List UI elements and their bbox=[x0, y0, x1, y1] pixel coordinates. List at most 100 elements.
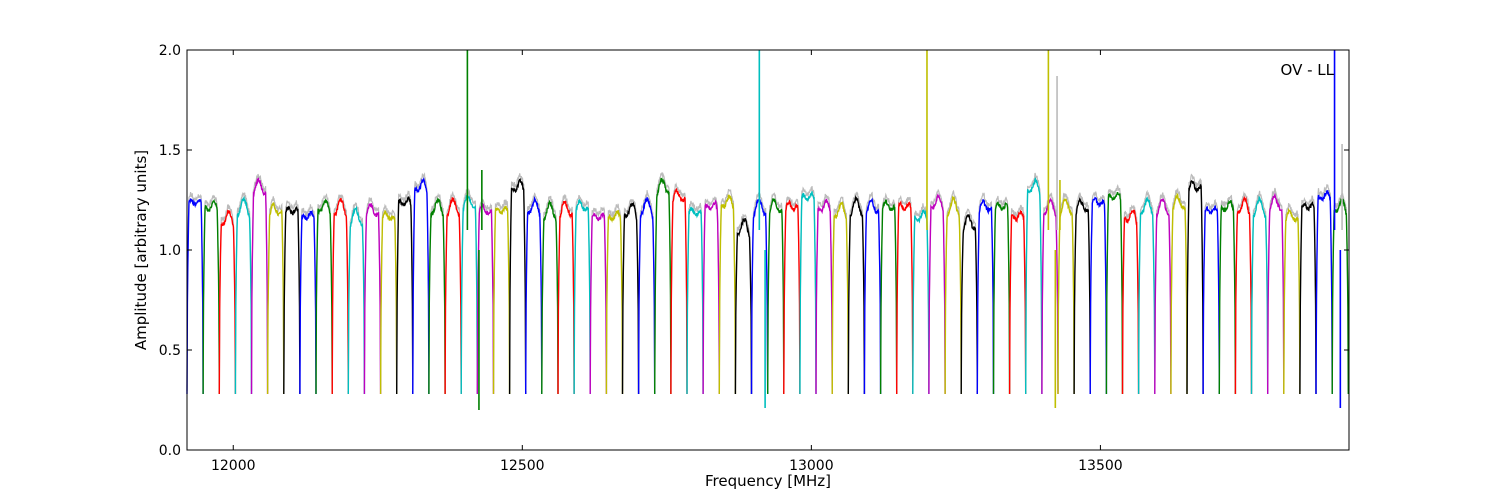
series-line-channel-12 bbox=[363, 203, 382, 395]
reference-trace-channel-41 bbox=[831, 196, 849, 392]
series-line-channel-70 bbox=[1299, 201, 1317, 395]
series-line-channel-61 bbox=[1154, 198, 1172, 395]
series-line-channel-20 bbox=[492, 205, 511, 395]
y-tick-label-0.5: 0.5 bbox=[159, 343, 181, 359]
series-line-channel-17 bbox=[444, 197, 462, 395]
y-axis: 0.0 0.5 1.0 1.5 2.0 bbox=[159, 43, 1349, 459]
series-line-channel-33 bbox=[702, 199, 720, 395]
reference-trace-channel-71 bbox=[1315, 184, 1333, 392]
series-line-channel-56 bbox=[1073, 197, 1091, 395]
x-tick-label-13000: 13000 bbox=[789, 458, 834, 474]
reference-trace-channel-70 bbox=[1299, 195, 1317, 392]
reference-trace-channel-11 bbox=[347, 202, 365, 392]
series-line-channel-27 bbox=[605, 209, 624, 395]
series-line-channel-22 bbox=[525, 195, 543, 395]
reference-trace-channel-38 bbox=[783, 196, 801, 392]
reference-trace-channel-1 bbox=[186, 192, 204, 392]
series-line-channel-37 bbox=[767, 198, 785, 395]
reference-trace-channel-22 bbox=[525, 192, 543, 392]
series-line-channel-16 bbox=[428, 196, 446, 395]
series-line-channel-44 bbox=[879, 199, 898, 395]
reference-trace-channel-51 bbox=[992, 195, 1011, 392]
series-line-channel-64 bbox=[1202, 205, 1220, 395]
series-line-channel-63 bbox=[1186, 180, 1204, 395]
reference-trace-channel-7 bbox=[283, 200, 301, 392]
reference-trace-channel-39 bbox=[799, 186, 817, 392]
reference-trace-channel-32 bbox=[686, 200, 704, 392]
reference-trace-channel-58 bbox=[1105, 183, 1124, 392]
reference-trace-channel-26 bbox=[589, 206, 607, 392]
series-line-channel-1 bbox=[186, 198, 204, 395]
series-line-channel-38 bbox=[783, 199, 801, 395]
series-line-channel-69 bbox=[1283, 207, 1301, 395]
reference-trace-channel-34 bbox=[718, 188, 736, 392]
series-line-channel-3 bbox=[218, 209, 237, 395]
series-line-channel-67 bbox=[1250, 195, 1269, 395]
series-line-channel-54 bbox=[1041, 197, 1059, 395]
series-line-channel-31 bbox=[670, 187, 688, 395]
reference-trace-channel-42 bbox=[847, 191, 865, 392]
x-tick-label-13500: 13500 bbox=[1078, 458, 1123, 474]
reference-trace-channel-3 bbox=[218, 203, 236, 392]
reference-trace-channel-2 bbox=[202, 194, 220, 392]
reference-trace-channel-68 bbox=[1267, 187, 1285, 392]
series-line-channel-47 bbox=[928, 192, 946, 395]
series-line-channel-25 bbox=[573, 199, 591, 395]
reference-trace-channel-17 bbox=[444, 190, 462, 392]
reference-trace-channel-10 bbox=[331, 194, 349, 392]
series-line-channel-57 bbox=[1089, 196, 1108, 395]
series-line-channel-14 bbox=[396, 196, 414, 395]
series-line-channel-28 bbox=[621, 201, 640, 395]
series-line-channel-2 bbox=[202, 199, 220, 395]
series-line-channel-34 bbox=[718, 194, 737, 395]
reference-trace-channel-52 bbox=[1009, 204, 1027, 392]
series-line-channel-40 bbox=[815, 198, 833, 395]
reference-trace-channel-47 bbox=[928, 188, 946, 392]
reference-trace-channel-25 bbox=[573, 194, 591, 392]
polarization-annotation: OV - LL bbox=[1281, 61, 1335, 79]
series-line-channel-48 bbox=[944, 195, 962, 395]
reference-trace-channel-61 bbox=[1154, 192, 1172, 392]
reference-trace-channel-30 bbox=[654, 172, 672, 392]
reference-trace-channel-66 bbox=[1234, 191, 1253, 392]
reference-trace-channel-54 bbox=[1041, 192, 1059, 392]
reference-trace-channel-62 bbox=[1170, 187, 1188, 392]
series-line-channel-13 bbox=[379, 210, 398, 395]
series-line-channel-24 bbox=[557, 200, 575, 395]
reference-trace-channel-6 bbox=[267, 196, 285, 392]
reference-trace-channel-43 bbox=[863, 191, 882, 392]
reference-trace-channel-57 bbox=[1089, 190, 1107, 392]
reference-trace-channel-44 bbox=[880, 192, 898, 392]
series-line-channel-41 bbox=[831, 201, 849, 395]
series-line-channel-65 bbox=[1218, 199, 1237, 395]
reference-trace-channel-8 bbox=[299, 204, 317, 392]
series-line-channel-15 bbox=[412, 176, 430, 395]
series-line-channel-49 bbox=[960, 214, 978, 395]
y-tick-label-1.5: 1.5 bbox=[159, 143, 181, 159]
series-line-channel-60 bbox=[1137, 196, 1156, 395]
series-line-channel-32 bbox=[686, 206, 704, 395]
reference-trace-channel-67 bbox=[1250, 190, 1269, 392]
series-line-channel-21 bbox=[508, 178, 527, 395]
series-line-channel-19 bbox=[476, 202, 495, 395]
series-line-channel-42 bbox=[847, 194, 866, 395]
y-tick-label-2: 2.0 bbox=[159, 43, 181, 59]
y-tick-label-0: 0.0 bbox=[159, 443, 181, 459]
series-line-channel-43 bbox=[863, 197, 882, 395]
y-axis-label: Amplitude [arbitrary units] bbox=[132, 150, 150, 350]
series-line-channel-6 bbox=[266, 202, 285, 395]
series-line-channel-26 bbox=[589, 212, 608, 395]
series-line-channel-68 bbox=[1267, 192, 1285, 395]
reference-trace-channel-23 bbox=[541, 195, 559, 392]
reference-trace-channel-13 bbox=[380, 203, 398, 392]
x-tick-label-12000: 12000 bbox=[211, 458, 256, 474]
series-line-channel-8 bbox=[299, 209, 317, 395]
series-line-channel-4 bbox=[234, 195, 253, 395]
reference-trace-channel-56 bbox=[1073, 192, 1091, 392]
x-tick-label-12500: 12500 bbox=[500, 458, 545, 474]
reference-trace-channel-48 bbox=[944, 189, 962, 392]
reference-trace-channel-45 bbox=[896, 194, 914, 392]
series-line-channel-7 bbox=[283, 205, 301, 395]
series-line-channel-51 bbox=[992, 201, 1011, 395]
